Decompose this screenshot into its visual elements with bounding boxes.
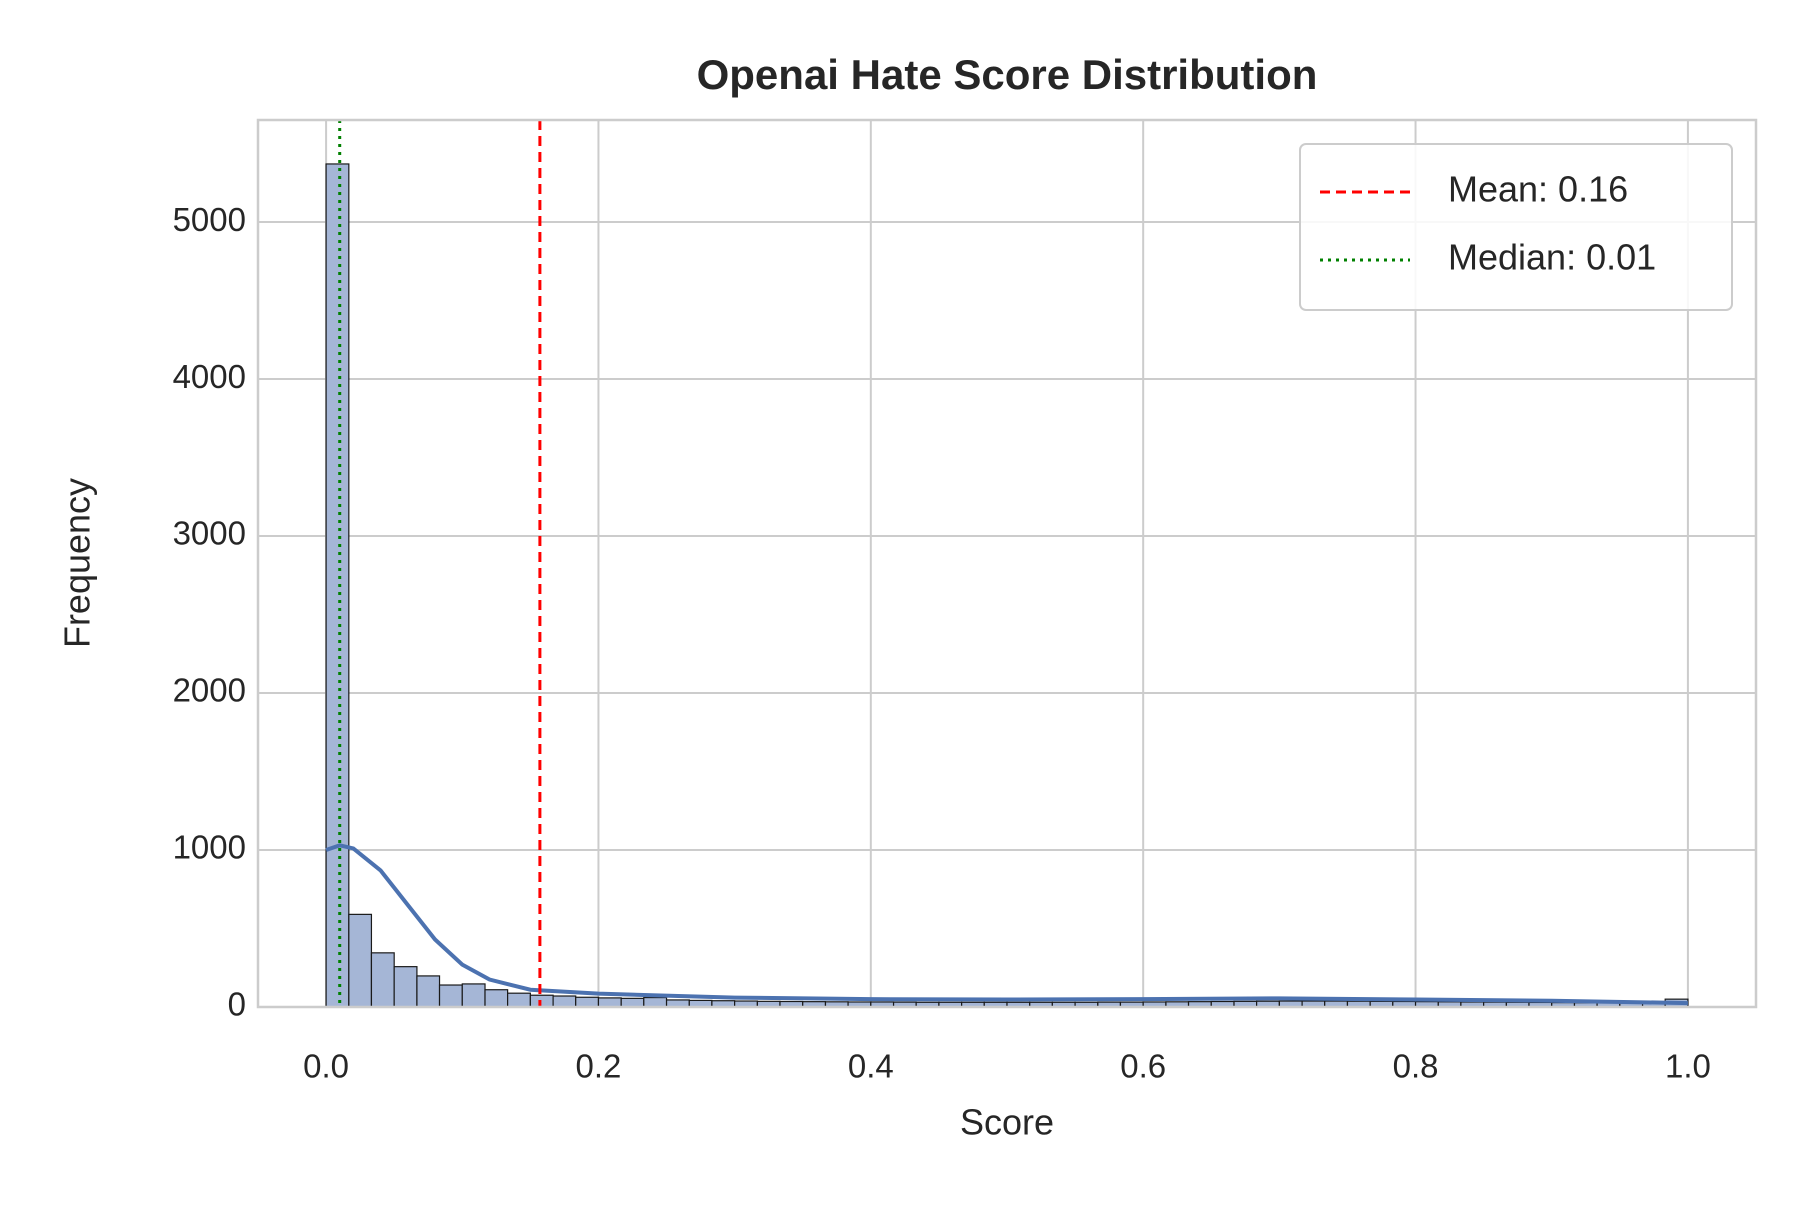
kde-line xyxy=(325,843,1688,1006)
bar xyxy=(461,983,486,1008)
bar xyxy=(416,975,441,1008)
x-tick-label: 0.4 xyxy=(848,1048,894,1085)
y-tick-label: 4000 xyxy=(173,358,246,395)
y-tick-label: 1000 xyxy=(173,829,246,866)
x-tick-label: 1.0 xyxy=(1665,1048,1711,1085)
y-tick-label: 3000 xyxy=(173,515,246,552)
legend-label: Mean: 0.16 xyxy=(1448,169,1628,210)
bar xyxy=(438,984,463,1008)
plot-frame xyxy=(256,118,1758,1009)
bar xyxy=(597,997,622,1008)
bar xyxy=(620,997,645,1008)
x-axis-label: Score xyxy=(960,1102,1054,1143)
y-axis-label: Frequency xyxy=(57,478,98,648)
legend-box xyxy=(1299,143,1733,311)
x-tick-label: 0.2 xyxy=(576,1048,622,1085)
chart-title: Openai Hate Score Distribution xyxy=(697,51,1318,98)
legend: Mean: 0.16 Median: 0.01 xyxy=(1299,143,1733,311)
x-tick-label: 0.8 xyxy=(1393,1048,1439,1085)
bar xyxy=(348,913,373,1008)
x-tick-label: 0.0 xyxy=(303,1048,349,1085)
y-tick-label: 2000 xyxy=(173,672,246,709)
y-tick-label: 5000 xyxy=(173,201,246,238)
legend-label: Median: 0.01 xyxy=(1448,237,1656,278)
bar xyxy=(529,994,554,1008)
bar xyxy=(507,992,531,1008)
bar xyxy=(393,966,418,1008)
bar xyxy=(370,952,395,1008)
bar xyxy=(552,995,577,1008)
bar xyxy=(643,996,668,1008)
bar xyxy=(484,989,509,1008)
bar xyxy=(575,996,600,1008)
x-tick-label: 0.6 xyxy=(1120,1048,1166,1085)
bar xyxy=(325,163,350,1008)
y-tick-label: 0 xyxy=(228,986,246,1023)
